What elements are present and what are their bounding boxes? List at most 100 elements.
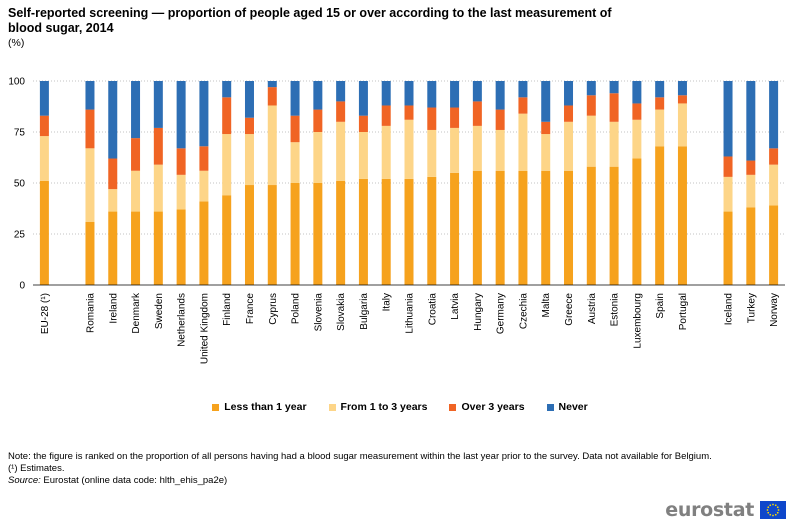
legend-item: Over 3 years — [449, 401, 525, 413]
bar-segment-Croatia-s0 — [427, 176, 437, 285]
x-tick-label: Cyprus — [268, 293, 279, 325]
x-tick-label: Luxembourg — [632, 293, 643, 349]
chart-title: Self-reported screening — proportion of … — [8, 6, 612, 35]
x-tick-label: Norway — [769, 293, 780, 327]
bar-segment-Italy-s3 — [381, 81, 391, 106]
x-tick-label: Estonia — [610, 293, 621, 327]
x-tick-label: Hungary — [473, 293, 484, 331]
flag-star — [769, 513, 772, 516]
bar-segment-Cyprus-s0 — [267, 185, 277, 285]
x-tick-label: Sweden — [154, 293, 165, 329]
x-tick-label: Germany — [496, 293, 507, 334]
x-axis-labels: EU-28 (¹) Romania Ireland Denmark Sweden Neth… — [40, 292, 780, 364]
bar-segment-Croatia-s2 — [427, 107, 437, 130]
x-tick-label: Italy — [382, 293, 393, 311]
bar-segment-Poland-s3 — [290, 81, 300, 116]
y-tick-label: 75 — [14, 128, 26, 139]
x-tick-label: Netherlands — [177, 293, 188, 347]
eurostat-logo: eurostat — [665, 499, 786, 521]
bar-segment-Poland-s0 — [290, 183, 300, 285]
flag-star — [776, 511, 779, 514]
bar-segment-Slovakia-s1 — [336, 121, 346, 181]
legend: Less than 1 year From 1 to 3 years Over 3 … — [0, 401, 800, 413]
bar-segment-France-s3 — [244, 81, 254, 118]
flag-star — [772, 514, 774, 517]
bar-segment-Norway-s2 — [769, 148, 779, 165]
bar-segment-Spain-s0 — [655, 146, 665, 285]
legend-label: Less than 1 year — [224, 401, 307, 413]
bar-segment-United Kingdom-s3 — [199, 81, 209, 147]
y-tick-label: 100 — [8, 77, 25, 88]
bar-segment-Austria-s2 — [586, 95, 596, 116]
legend-swatch — [546, 403, 554, 411]
bar-segment-Romania-s1 — [85, 148, 95, 222]
bar-segment-Netherlands-s0 — [176, 209, 186, 285]
bar-segment-Germany-s2 — [495, 109, 505, 130]
bar-segment-Turkey-s2 — [746, 160, 756, 175]
chart-notes: Note: the figure is ranked on the propor… — [8, 451, 788, 487]
bar-segment-Ireland-s2 — [108, 158, 118, 190]
bars — [39, 81, 779, 285]
source-line: Source: Eurostat (online data code: hlth… — [8, 475, 788, 487]
bar-segment-Denmark-s1 — [131, 170, 141, 212]
bar-segment-Latvia-s0 — [450, 172, 460, 285]
flag-star — [776, 506, 779, 509]
x-tick-label: Finland — [222, 293, 233, 326]
bar-segment-Germany-s0 — [495, 170, 505, 285]
bar-segment-Spain-s3 — [655, 81, 665, 98]
bar-segment-Ireland-s1 — [108, 189, 118, 212]
bar-segment-Finland-s0 — [222, 195, 232, 285]
bar-segment-Slovenia-s0 — [313, 183, 323, 285]
bar-segment-Denmark-s0 — [131, 211, 141, 285]
bar-segment-Greece-s0 — [564, 170, 574, 285]
legend-item: From 1 to 3 years — [328, 401, 427, 413]
bar-segment-Sweden-s0 — [153, 211, 163, 285]
flag-star — [774, 513, 777, 516]
bar-segment-Poland-s1 — [290, 142, 300, 183]
legend-label: Never — [558, 401, 588, 413]
bar-segment-Iceland-s2 — [723, 156, 733, 177]
bar-segment-Czechia-s2 — [518, 97, 528, 114]
x-tick-label: France — [245, 293, 256, 325]
flag-star — [766, 509, 769, 511]
x-tick-label: Bulgaria — [359, 293, 370, 330]
bar-segment-Bulgaria-s2 — [358, 115, 368, 132]
bar-segment-Lithuania-s1 — [404, 119, 414, 179]
estimates-note: (¹) Estimates. — [8, 463, 65, 474]
bar-segment-Cyprus-s1 — [267, 105, 277, 186]
bar-segment-Slovakia-s3 — [336, 81, 346, 102]
bar-segment-United Kingdom-s2 — [199, 146, 209, 171]
x-tick-label: Spain — [655, 293, 666, 319]
bar-segment-Malta-s2 — [541, 121, 551, 135]
bar-segment-Bulgaria-s1 — [358, 132, 368, 179]
x-tick-label: Poland — [291, 293, 302, 324]
bar-segment-EU-28 (¹)-s0 — [39, 180, 49, 285]
source-text: Eurostat (online data code: hlth_ehis_pa… — [40, 475, 228, 486]
bar-segment-Sweden-s2 — [153, 127, 163, 165]
bar-segment-Netherlands-s3 — [176, 81, 186, 149]
bar-segment-Italy-s2 — [381, 105, 391, 126]
bar-segment-Netherlands-s2 — [176, 148, 186, 175]
bar-segment-Malta-s0 — [541, 170, 551, 285]
legend-swatch — [212, 403, 220, 411]
bar-segment-Latvia-s3 — [450, 81, 460, 108]
bar-segment-Spain-s1 — [655, 109, 665, 147]
bar-segment-Cyprus-s3 — [267, 81, 277, 88]
bar-segment-Romania-s2 — [85, 109, 95, 149]
x-tick-label: Austria — [587, 293, 598, 325]
bar-segment-Sweden-s3 — [153, 81, 163, 128]
bar-segment-Luxembourg-s2 — [632, 103, 642, 120]
x-tick-label: United Kingdom — [199, 293, 210, 364]
stacked-bar-chart: 0 25 50 75 100 EU-28 (¹) Romania Ireland Denmar… — [8, 77, 785, 364]
legend-label: Over 3 years — [461, 401, 525, 413]
bar-segment-Greece-s1 — [564, 121, 574, 171]
bar-segment-Hungary-s1 — [472, 125, 482, 171]
bar-segment-Turkey-s1 — [746, 174, 756, 208]
x-tick-label: EU-28 (¹) — [40, 293, 51, 334]
source-label: Source: — [8, 475, 41, 486]
bar-segment-Czechia-s1 — [518, 113, 528, 171]
x-tick-label: Latvia — [450, 293, 461, 320]
bar-segment-Norway-s3 — [769, 81, 779, 149]
bar-segment-Portugal-s3 — [677, 81, 687, 96]
flag-star — [769, 504, 772, 507]
